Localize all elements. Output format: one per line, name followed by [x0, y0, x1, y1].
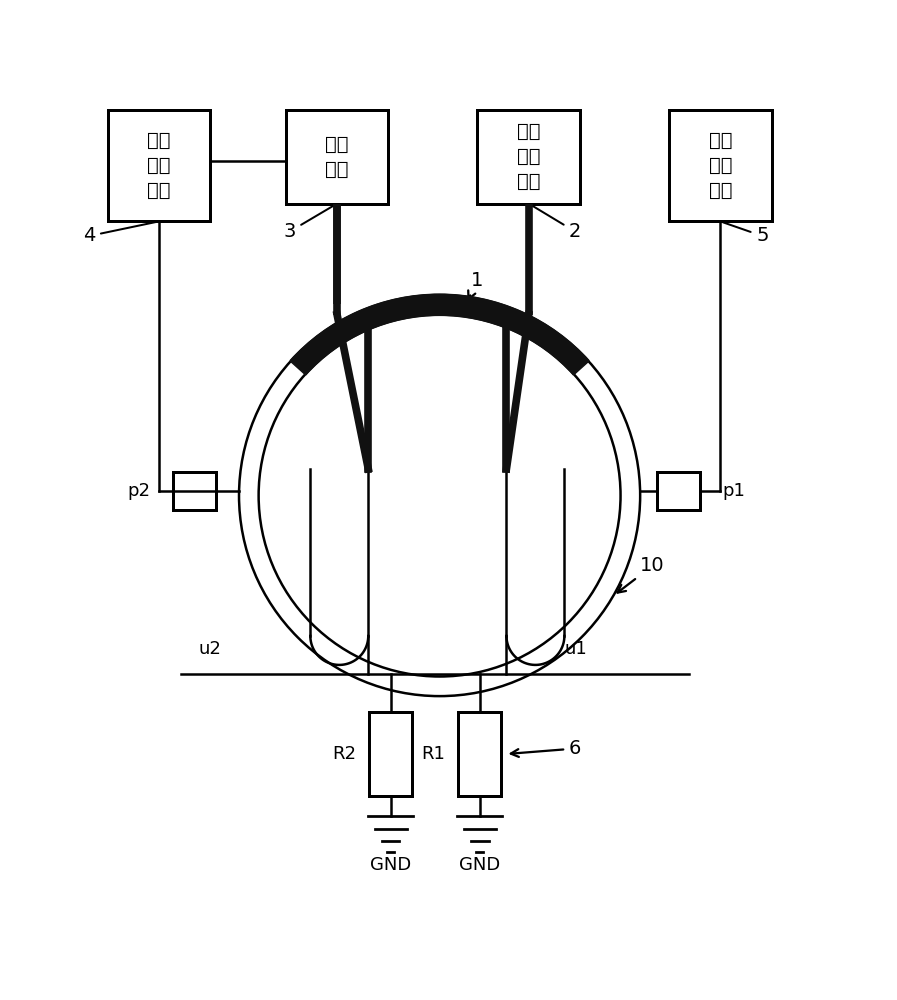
Polygon shape — [291, 295, 588, 374]
Text: 解调: 解调 — [326, 135, 349, 154]
Text: R2: R2 — [332, 745, 356, 763]
Text: 单元: 单元 — [147, 181, 170, 200]
Text: 信号: 信号 — [709, 156, 732, 175]
Text: 单元: 单元 — [517, 172, 541, 191]
Text: 单元: 单元 — [326, 160, 349, 179]
Text: GND: GND — [370, 856, 411, 874]
Text: 2: 2 — [531, 205, 581, 241]
Bar — [108, 110, 210, 221]
Bar — [286, 110, 388, 204]
Text: 10: 10 — [617, 556, 665, 593]
Bar — [370, 712, 412, 796]
Text: R1: R1 — [421, 745, 445, 763]
Text: p2: p2 — [127, 482, 151, 500]
Text: 信号: 信号 — [517, 147, 541, 166]
Text: 放大: 放大 — [147, 156, 170, 175]
Bar — [477, 110, 580, 204]
Text: 单元: 单元 — [709, 181, 732, 200]
Text: 5: 5 — [723, 222, 769, 245]
Text: 3: 3 — [283, 205, 335, 241]
Text: 4: 4 — [83, 222, 156, 245]
Text: 调制: 调制 — [517, 122, 541, 141]
Text: u1: u1 — [564, 640, 588, 658]
Text: p1: p1 — [722, 482, 745, 500]
Text: 1: 1 — [468, 271, 483, 299]
Text: GND: GND — [459, 856, 501, 874]
Bar — [658, 472, 700, 510]
Bar — [173, 472, 216, 510]
Text: 测试: 测试 — [709, 131, 732, 150]
Bar — [458, 712, 501, 796]
Text: 功率: 功率 — [147, 131, 170, 150]
Text: 6: 6 — [510, 739, 581, 758]
Text: u2: u2 — [198, 640, 222, 658]
Bar — [669, 110, 771, 221]
